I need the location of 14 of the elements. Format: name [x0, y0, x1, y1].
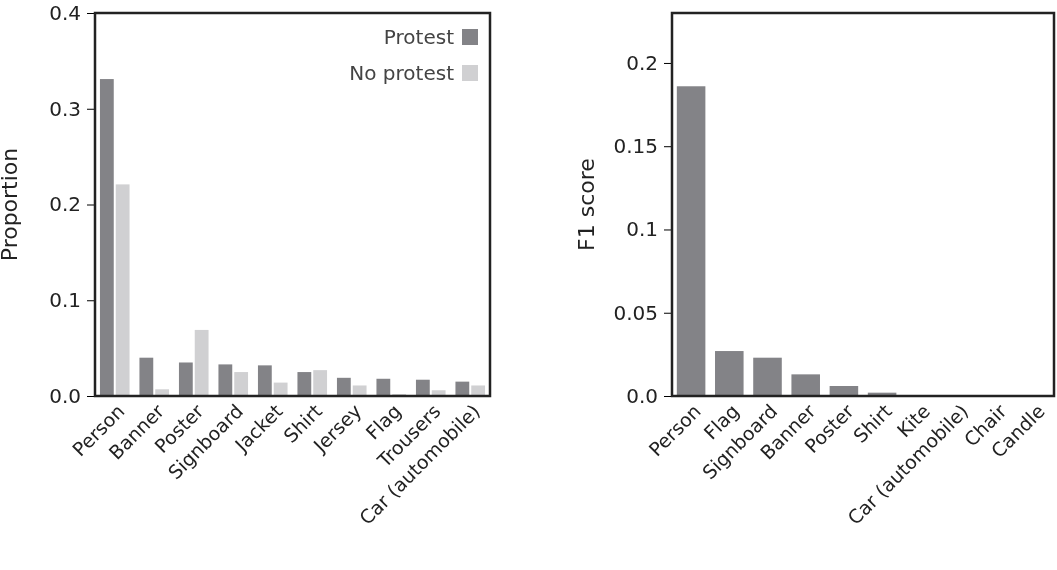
y-tick-label: 0.2: [626, 50, 658, 75]
y-tick-label: 0.2: [49, 192, 81, 217]
y-tick-label: 0.4: [49, 0, 81, 25]
legend-label: No protest: [349, 61, 455, 85]
y-tick-label: 0.1: [49, 288, 81, 313]
y-tick-label: 0.0: [626, 383, 658, 408]
y-tick-label: 0.3: [49, 96, 81, 121]
legend-label: Protest: [383, 25, 455, 49]
y-tick-label: 0.0: [49, 383, 81, 408]
y-tick-label: 0.15: [613, 134, 658, 159]
y-tick-label: 0.05: [613, 300, 658, 325]
y-tick-label: 0.1: [626, 217, 658, 242]
y-axis-title: Proportion: [0, 147, 22, 262]
y-axis-title: F1 score: [574, 158, 599, 251]
